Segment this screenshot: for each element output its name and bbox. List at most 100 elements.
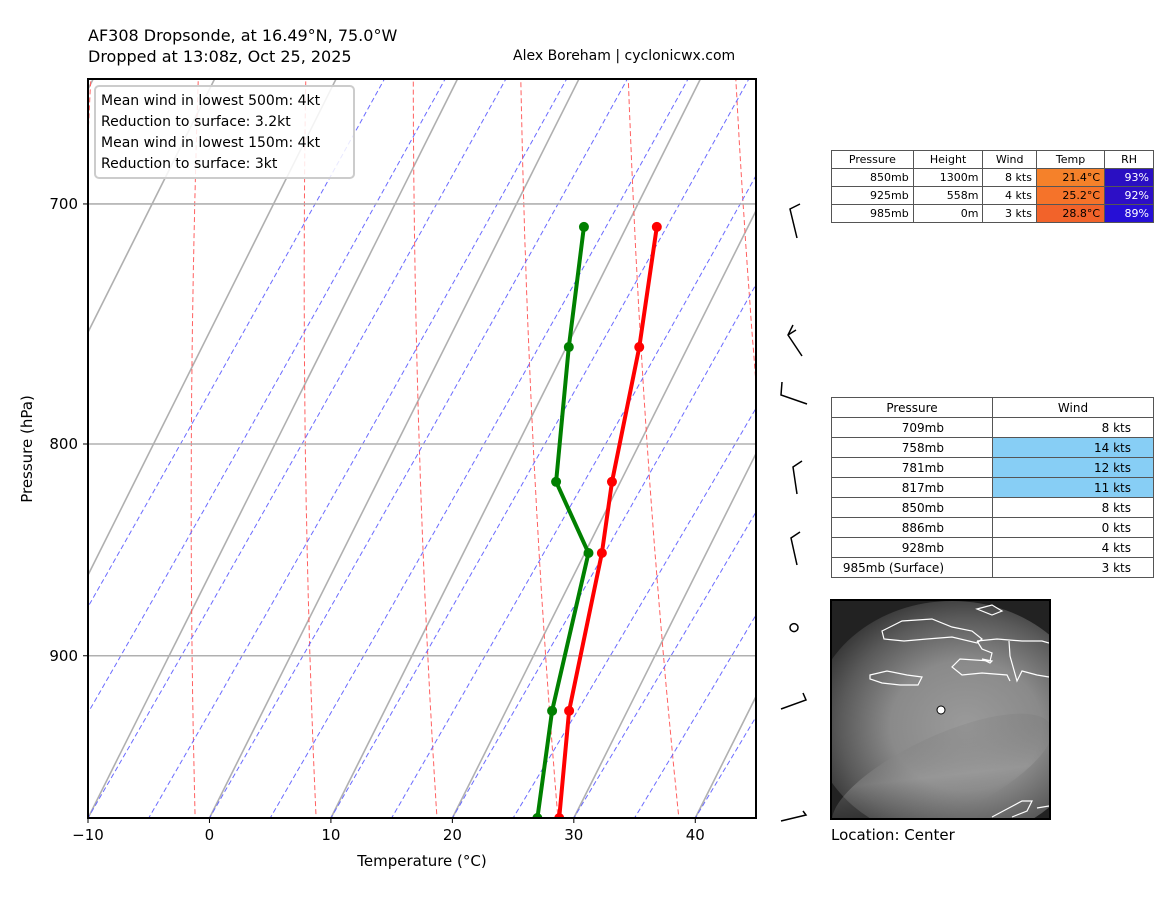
wind-table-pressure: 758mb — [831, 437, 993, 458]
summary-header: RH — [1104, 150, 1154, 169]
dewpoint-point — [532, 813, 543, 818]
summary-header: Temp — [1035, 150, 1106, 169]
wind-table-row: 817mb 11 kts — [831, 477, 1154, 498]
background-lines — [88, 79, 756, 818]
pressure-cell: 850mb — [831, 168, 914, 187]
summary-table: Pressure Height Wind Temp RH 850mb 1300m 8… — [831, 150, 1154, 223]
mixing-ratio-line — [633, 614, 756, 818]
y-axis-label: Pressure (hPa) — [18, 395, 36, 503]
wind-cell: 8 kts — [982, 168, 1037, 187]
summary-row: 985mb 0m 3 kts 28.8°C 89% — [831, 204, 1154, 223]
wind-barb-icon — [780, 692, 808, 710]
wind-barb-icon — [787, 324, 803, 357]
wind-table-wind: 3 kts — [992, 557, 1154, 578]
height-cell: 558m — [912, 186, 984, 205]
dewpoint-point — [547, 705, 558, 716]
legend-line-1: Mean wind in lowest 500m: 4kt — [101, 93, 321, 109]
dewpoint-point — [551, 476, 562, 487]
wind-table-row: 781mb 12 kts — [831, 457, 1154, 478]
chart-title-line1: AF308 Dropsonde, at 16.49°N, 75.0°W — [88, 26, 398, 45]
x-tick-label: 40 — [686, 826, 705, 844]
pressure-cell: 925mb — [831, 186, 914, 205]
wind-table-pressure: 928mb — [831, 537, 993, 558]
drop-location-marker — [936, 705, 946, 715]
wind-barbs — [780, 203, 808, 822]
temperature-point — [564, 705, 575, 716]
dry-adiabat-line — [735, 79, 756, 390]
isotherm-line — [208, 79, 580, 818]
plot-frame — [87, 78, 757, 819]
pressure-cell: 985mb — [831, 204, 914, 223]
dry-adiabat-line — [412, 79, 438, 818]
mixing-ratio-line — [330, 79, 750, 818]
wind-barb-icon — [789, 203, 801, 239]
wind-table: Pressure Wind 709mb 8 kts 758mb 14 kts 781mb… — [831, 397, 1154, 578]
mixing-ratio-line — [451, 283, 756, 818]
wind-table-wind: 0 kts — [992, 517, 1154, 538]
temp-cell: 25.2°C — [1035, 186, 1106, 205]
wind-table-row: 985mb (Surface) 3 kts — [831, 557, 1154, 578]
summary-header: Pressure — [831, 150, 914, 169]
pressure-gridlines — [88, 203, 756, 657]
satellite-imagery — [832, 601, 1049, 818]
rh-cell: 92% — [1104, 186, 1154, 205]
wind-table-header: Wind — [992, 397, 1154, 418]
x-axis-label: Temperature (°C) — [356, 852, 486, 870]
credit-text: Alex Boreham | cyclonicwx.com — [513, 48, 736, 64]
wind-barb-icon — [790, 531, 801, 566]
legend-line-3: Mean wind in lowest 150m: 4kt — [101, 135, 321, 151]
wind-table-row: 709mb 8 kts — [831, 417, 1154, 438]
wind-table-pressure: 709mb — [831, 417, 993, 438]
isotherm-line — [451, 208, 756, 818]
wind-table-pressure: 886mb — [831, 517, 993, 538]
wind-table-wind: 4 kts — [992, 537, 1154, 558]
wind-table-row: 850mb 8 kts — [831, 497, 1154, 518]
temperature-point — [554, 813, 565, 818]
isotherm-line — [88, 79, 337, 577]
coastlines — [869, 604, 1049, 818]
wind-barb-icon — [792, 460, 803, 495]
location-label: Location: Center — [831, 826, 955, 844]
summary-row: 850mb 1300m 8 kts 21.4°C 93% — [831, 168, 1154, 187]
axes: −10 0 10 20 30 40 700 800 900 — [49, 195, 704, 844]
legend-line-2: Reduction to surface: 3.2kt — [101, 114, 291, 130]
mixing-ratio-line — [208, 79, 628, 818]
x-tick-label: 20 — [443, 826, 462, 844]
legend-line-4: Reduction to surface: 3kt — [101, 156, 278, 172]
rh-cell: 93% — [1104, 168, 1154, 187]
temperature-point — [651, 221, 662, 232]
dewpoint-line — [535, 226, 591, 818]
wind-table-pressure: 817mb — [831, 477, 993, 498]
x-tick-label: −10 — [72, 826, 104, 844]
isotherm-line — [88, 79, 216, 334]
summary-row: 925mb 558m 4 kts 25.2°C 92% — [831, 186, 1154, 205]
x-tick-label: 10 — [321, 826, 340, 844]
y-tick-label: 700 — [49, 195, 78, 213]
satellite-image — [830, 599, 1051, 820]
temperature-point — [596, 547, 607, 558]
temperature-line — [557, 226, 659, 818]
wind-table-wind: 11 kts — [992, 477, 1154, 498]
height-cell: 0m — [912, 204, 984, 223]
y-tick-label: 900 — [49, 647, 78, 665]
mixing-ratio-line — [391, 174, 756, 818]
isotherm-line — [330, 79, 702, 818]
summary-header: Wind — [982, 150, 1037, 169]
wind-table-pressure: 985mb (Surface) — [831, 557, 993, 578]
legend-box: Mean wind in lowest 500m: 4kt Reduction … — [94, 85, 355, 179]
mixing-ratio-line — [694, 715, 756, 818]
rh-cell: 89% — [1104, 204, 1154, 223]
isotherm-line — [88, 79, 94, 92]
y-tick-label: 800 — [49, 435, 78, 453]
chart-title-line2: Dropped at 13:08z, Oct 25, 2025 — [88, 47, 352, 66]
wind-table-row: 886mb 0 kts — [831, 517, 1154, 538]
temp-cell: 28.8°C — [1035, 204, 1106, 223]
temp-cell: 21.4°C — [1035, 168, 1106, 187]
mixing-ratio-line — [269, 79, 689, 818]
wind-table-wind: 12 kts — [992, 457, 1154, 478]
dry-adiabat-line — [520, 79, 559, 818]
wind-table-pressure: 781mb — [831, 457, 993, 478]
dewpoint-point — [563, 342, 574, 353]
wind-table-row: 928mb 4 kts — [831, 537, 1154, 558]
